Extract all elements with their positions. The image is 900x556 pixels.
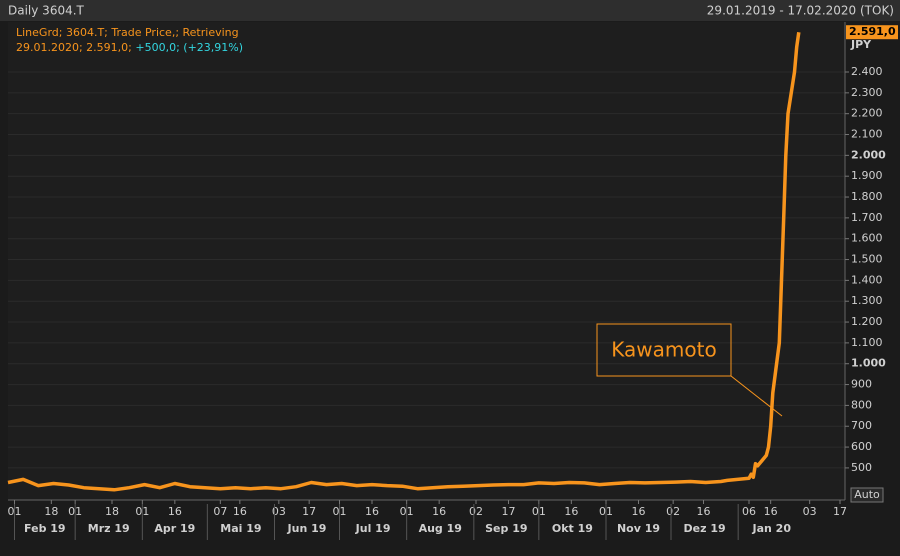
plot-area xyxy=(8,22,845,500)
y-tick-label: 1.700 xyxy=(851,211,883,224)
x-tick-label: 17 xyxy=(302,505,316,518)
month-label: Jul 19 xyxy=(355,522,391,535)
y-tick-label: 2.200 xyxy=(851,107,883,120)
month-label: Aug 19 xyxy=(419,522,462,535)
legend-change: +500,0; (+23,91%) xyxy=(135,41,243,54)
x-tick-label: 16 xyxy=(168,505,182,518)
legend-line: LineGrd; 3604.T; Trade Price,; Retrievin… xyxy=(16,26,239,39)
month-label: Mrz 19 xyxy=(88,522,130,535)
legend-main: 29.01.2020; 2.591,0; xyxy=(16,41,132,54)
y-tick-label: 700 xyxy=(851,419,872,432)
month-label: Apr 19 xyxy=(154,522,195,535)
x-tick-label: 16 xyxy=(564,505,578,518)
y-tick-label: 600 xyxy=(851,440,872,453)
x-tick-label: 07 xyxy=(213,505,227,518)
y-tick-label: 1.200 xyxy=(851,315,883,328)
y-tick-label: 1.800 xyxy=(851,190,883,203)
price-line xyxy=(7,31,801,492)
x-tick-label: 02 xyxy=(666,505,680,518)
y-tick-label: 1.900 xyxy=(851,169,883,182)
y-tick-label: 2.300 xyxy=(851,86,883,99)
y-tick-label: 2.000 xyxy=(851,148,886,161)
month-label: Jan 20 xyxy=(752,522,792,535)
x-tick-label: 17 xyxy=(833,505,847,518)
month-label: Okt 19 xyxy=(552,522,593,535)
x-tick-label: 16 xyxy=(432,505,446,518)
x-tick-label: 16 xyxy=(697,505,711,518)
y-tick-label: 1.600 xyxy=(851,232,883,245)
month-label: Jun 19 xyxy=(287,522,327,535)
header-bar xyxy=(0,0,900,21)
y-tick-label: 1.300 xyxy=(851,294,883,307)
month-label: Sep 19 xyxy=(485,522,527,535)
y-tick-label: 900 xyxy=(851,378,872,391)
y-tick-label: 1.100 xyxy=(851,336,883,349)
last-value-tag xyxy=(846,25,898,40)
y-tick-label: 800 xyxy=(851,398,872,411)
x-tick-label: 18 xyxy=(44,505,58,518)
month-label: Feb 19 xyxy=(24,522,66,535)
x-tick-label: 16 xyxy=(764,505,778,518)
x-tick-label: 16 xyxy=(365,505,379,518)
x-tick-label: 17 xyxy=(502,505,516,518)
x-tick-label: 03 xyxy=(272,505,286,518)
x-tick-label: 16 xyxy=(233,505,247,518)
annotation: Kawamoto xyxy=(611,338,716,362)
y-tick-label: 2.400 xyxy=(851,65,883,78)
y-tick-label: 1.400 xyxy=(851,273,883,286)
annotation-box xyxy=(596,323,732,377)
x-tick-label: 02 xyxy=(469,505,483,518)
month-label: Dez 19 xyxy=(684,522,726,535)
auto-label[interactable]: Auto xyxy=(854,488,880,501)
y-tick-label: 1.500 xyxy=(851,253,883,266)
last-value-label: 2.591,0 xyxy=(849,25,896,38)
annotation-leader xyxy=(730,375,783,417)
x-tick-label: 03 xyxy=(803,505,817,518)
x-tick-label: 18 xyxy=(105,505,119,518)
x-tick-label: 16 xyxy=(632,505,646,518)
y-unit: JPY xyxy=(850,38,872,51)
x-tick-label: 06 xyxy=(742,505,756,518)
y-tick-label: 2.100 xyxy=(851,128,883,141)
legend-values: 29.01.2020; 2.591,0; +500,0; (+23,91%) xyxy=(16,41,243,54)
chart-title: Daily 3604.T xyxy=(8,4,85,18)
y-tick-label: 500 xyxy=(851,461,872,474)
y-tick-label: 1.000 xyxy=(851,357,886,370)
auto-button[interactable] xyxy=(850,487,884,503)
date-range: 29.01.2019 - 17.02.2020 (TOK) xyxy=(707,4,894,18)
month-label: Mai 19 xyxy=(220,522,261,535)
month-label: Nov 19 xyxy=(617,522,660,535)
